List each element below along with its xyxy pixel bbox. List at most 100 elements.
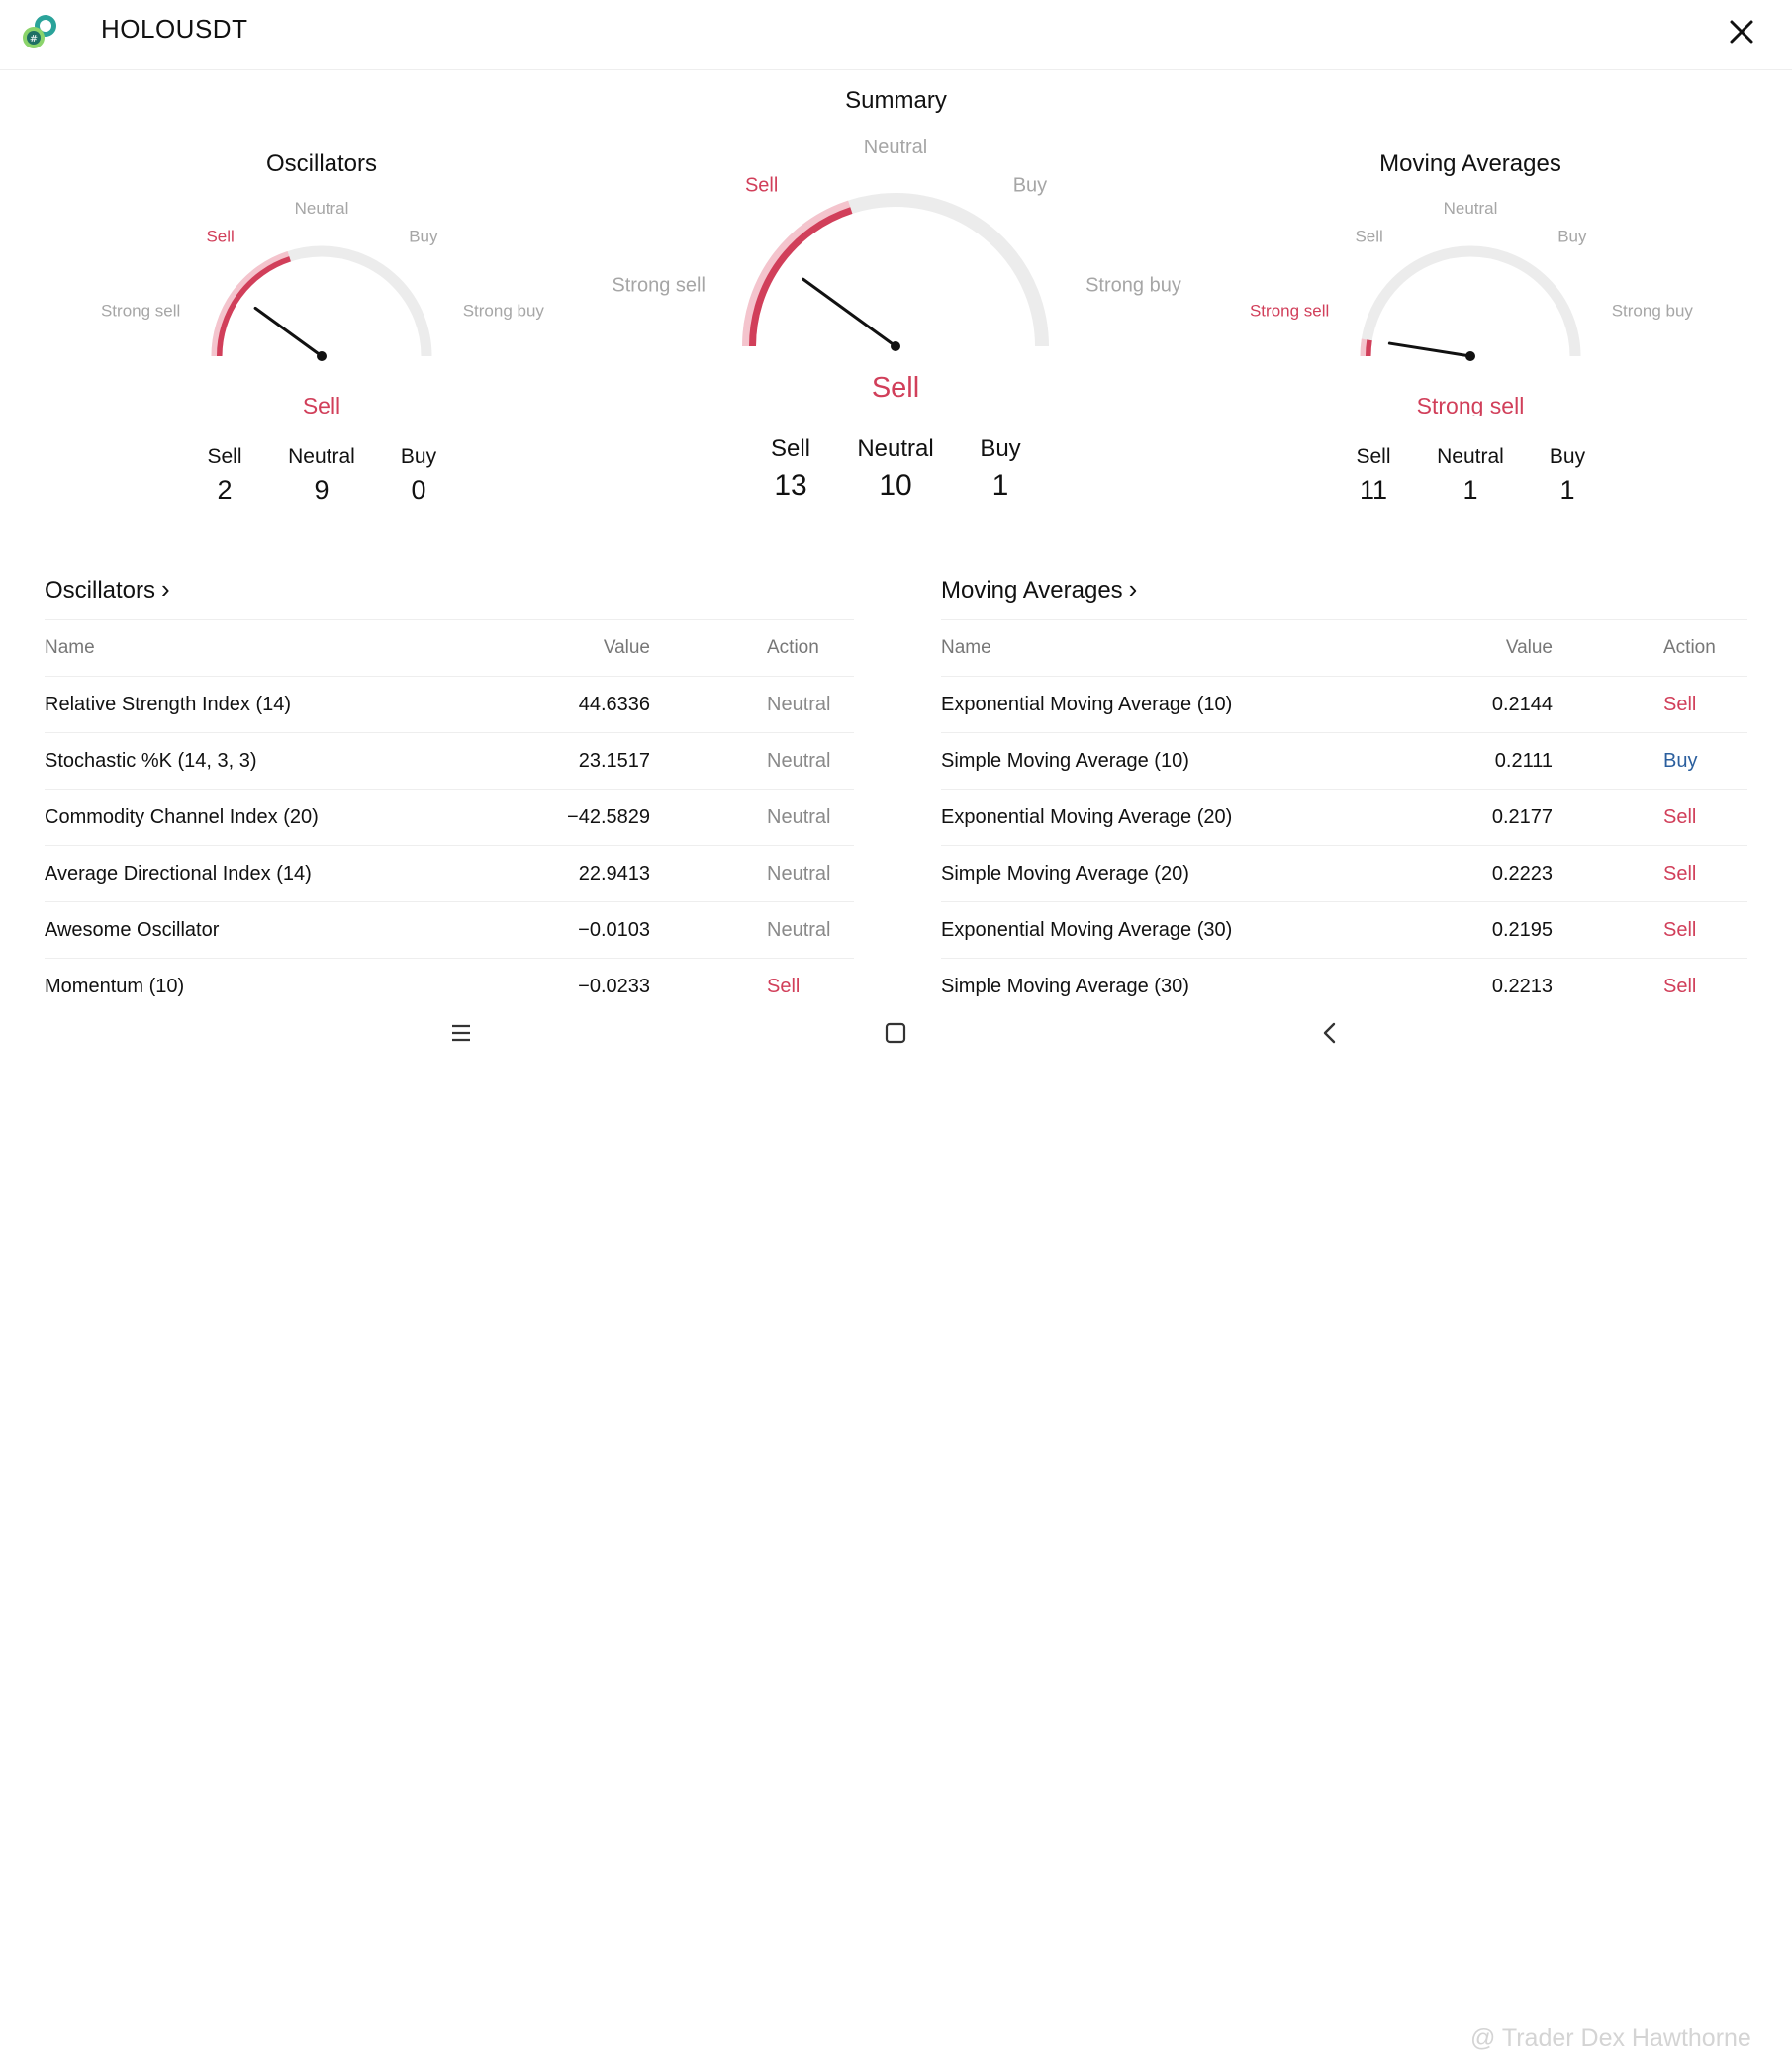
sell-count: 11 [1359,475,1388,505]
home-square-icon[interactable] [876,1013,915,1053]
gauge-needle [802,277,897,348]
sell-count-label: Sell [770,435,811,462]
summary-gauge: Strong sell Sell Neutral Buy Strong buy Sell [612,139,1180,404]
gauge-label-neutral: Neutral [295,199,349,218]
gauge-active-band [217,256,291,357]
gauge-needle-hub [317,351,327,361]
moving-averages-counts: Sell 11 Neutral 1 Buy 1 [1243,445,1698,506]
moving-averages-section-title: Moving Averages [941,577,1123,604]
gauge-label-strong-sell: Strong sell [1250,302,1329,321]
oscillators-gauge-section: Oscillators Strong sell Sell Neutral Buy Str… [94,139,549,514]
gauge-result: Strong sell [1417,393,1525,416]
buy-count-label: Buy [980,435,1021,462]
indicator-name: Exponential Moving Average (20) [941,806,1233,828]
system-navbar: @ Trader Dex Hawthorne [0,999,1792,2052]
indicator-action: Buy [1663,750,1698,772]
indicator-name: Exponential Moving Average (10) [941,694,1233,715]
indicator-name: Relative Strength Index (14) [45,694,292,715]
indicator-action: Sell [1663,806,1697,828]
value-column-header: Value [1505,637,1553,658]
indicator-value: 0.2111 [1494,750,1553,772]
table-row[interactable]: Relative Strength Index (14) 44.6336 Neutr… [45,676,854,732]
oscillators-counts: Sell 2 Neutral 9 Buy 0 [94,445,549,506]
table-row[interactable]: Average Directional Index (14) 22.9413 Neu… [45,845,854,901]
close-icon[interactable] [1722,12,1761,51]
indicator-action: Neutral [767,694,831,715]
gauge-needle [253,306,324,358]
name-column-header: Name [941,637,991,658]
table-row[interactable]: Simple Moving Average (10) 0.2111 Buy [941,732,1747,789]
table-row[interactable]: Stochastic %K (14, 3, 3) 23.1517 Neutral [45,732,854,789]
indicator-value: −42.5829 [567,806,650,828]
neutral-count: 1 [1462,475,1478,505]
indicator-value: 23.1517 [578,750,650,772]
gauge-label-buy: Buy [1557,228,1587,246]
action-column-header: Action [1663,637,1716,658]
table-row[interactable]: Simple Moving Average (20) 0.2223 Sell [941,845,1747,901]
buy-count: 0 [411,475,426,505]
summary-title: Summary [845,87,947,114]
gauge-result: Sell [872,372,919,404]
gauge-result: Sell [303,393,340,416]
indicator-value: 22.9413 [578,863,650,885]
menu-icon[interactable] [441,1013,481,1053]
oscillators-section-link[interactable]: Oscillators › [45,574,170,605]
chevron-right-icon: › [161,574,170,604]
table-row[interactable]: Exponential Moving Average (20) 0.2177 Sel… [941,789,1747,845]
indicator-action: Sell [1663,694,1697,715]
value-column-header: Value [603,637,650,658]
pair-title: HOLOUSDT [101,14,248,44]
oscillators-section-title: Oscillators [45,577,156,604]
gauge-arc [742,193,1049,347]
gauge-active-segment [211,250,292,357]
indicator-action: Neutral [767,863,831,885]
gauge-arc [1360,245,1581,357]
indicator-action: Neutral [767,750,831,772]
table-row[interactable]: Awesome Oscillator −0.0103 Neutral [45,901,854,958]
watermark: @ Trader Dex Hawthorne [1470,2024,1751,2052]
gauge-label-neutral: Neutral [1444,199,1498,218]
gauge-needle [1387,341,1472,358]
indicator-value: 0.2223 [1491,863,1553,885]
moving-averages-gauge: Strong sell Sell Neutral Buy Strong buy Stron… [1250,199,1693,416]
moving-averages-section-link[interactable]: Moving Averages › [941,574,1137,605]
oscillators-gauge: Strong sell Sell Neutral Buy Strong buy Sell [101,199,545,416]
indicator-name: Simple Moving Average (20) [941,863,1189,885]
table-row[interactable]: Exponential Moving Average (30) 0.2195 Sel… [941,901,1747,958]
gauge-active-segment [742,200,853,347]
neutral-count-label: Neutral [1437,445,1504,468]
neutral-count: 9 [314,475,330,505]
gauge-label-neutral: Neutral [864,139,927,158]
buy-count-label: Buy [400,445,437,468]
indicator-value: 0.2213 [1491,976,1553,997]
sell-count-label: Sell [207,445,242,468]
indicator-name: Simple Moving Average (10) [941,750,1189,772]
indicator-value: −0.0103 [578,919,650,941]
indicator-name: Awesome Oscillator [45,919,220,941]
table-row[interactable]: Exponential Moving Average (10) 0.2144 Sel… [941,676,1747,732]
table-header: Name Value Action [45,619,854,676]
sell-count: 2 [217,475,233,505]
indicator-action: Sell [1663,976,1697,997]
indicator-name: Exponential Moving Average (30) [941,919,1233,941]
neutral-count-label: Neutral [857,435,934,462]
indicator-action: Sell [1663,919,1697,941]
app-header: # HOLOUSDT [0,0,1792,70]
gauge-needle-hub [1465,351,1475,361]
table-row[interactable]: Momentum (10) −0.0233 Sell [45,958,854,1014]
buy-count: 1 [991,469,1009,502]
table-header: Name Value Action [941,619,1747,676]
gauge-arc [211,245,432,357]
moving-averages-table: Name Value Action Exponential Moving Ave… [941,619,1747,1014]
indicator-name: Stochastic %K (14, 3, 3) [45,750,257,772]
gauge-needle-hub [891,341,900,351]
neutral-count: 10 [879,469,912,502]
indicator-value: 0.2195 [1491,919,1553,941]
back-chevron-icon[interactable] [1310,1013,1350,1053]
gauge-label-strong-buy: Strong buy [463,302,545,321]
indicator-name: Commodity Channel Index (20) [45,806,319,828]
table-row[interactable]: Simple Moving Average (30) 0.2213 Sell [941,958,1747,1014]
table-row[interactable]: Commodity Channel Index (20) −42.5829 Neut… [45,789,854,845]
indicator-action: Sell [1663,863,1697,885]
indicator-value: 44.6336 [578,694,650,715]
